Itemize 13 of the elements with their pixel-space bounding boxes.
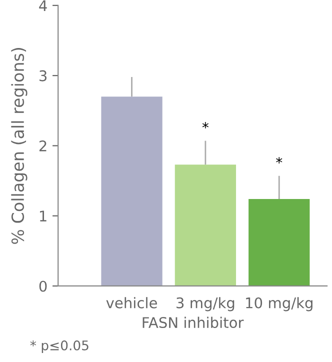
x-tick-label: vehicle	[106, 297, 157, 308]
y-tick-label: 0	[39, 280, 47, 292]
x-tick-label: 3 mg/kg	[176, 297, 234, 312]
annotation: *	[276, 157, 282, 164]
text: * p≤0.05	[30, 340, 88, 353]
annotation: *	[202, 122, 209, 128]
y-axis-title: % Collagen (all regions)	[11, 48, 28, 244]
y-tick-label: 4	[39, 0, 47, 11]
y-tick-label: 2	[39, 140, 46, 152]
x-tick-label: 10 mg/kg	[246, 297, 312, 312]
y-tick-label: 3	[40, 70, 47, 82]
y-tick-label: 1	[40, 210, 46, 222]
x-axis-title: FASN inhibitor	[142, 316, 244, 328]
